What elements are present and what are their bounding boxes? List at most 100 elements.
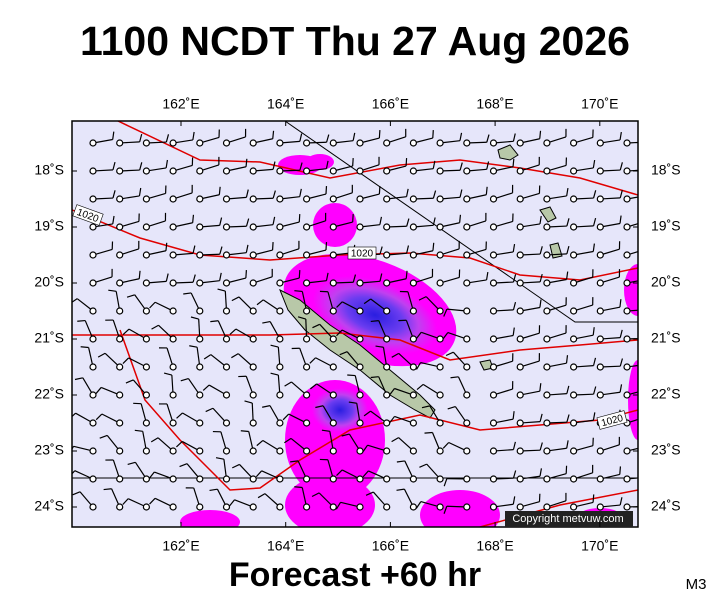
barb-station [329,475,337,483]
barb-station [276,419,284,427]
barb-staff [237,353,252,366]
barb-feather [347,374,356,377]
barb-station [116,363,124,371]
barb-station [222,503,231,511]
barb-station [516,503,524,511]
barb-station [116,251,124,259]
barb-station [409,195,417,203]
barb-staff [431,432,440,449]
barb-feather [442,332,449,340]
lon-label: 168˚E [476,538,513,554]
barb-staff [95,223,113,228]
barb-station [116,223,124,231]
barb-feather [450,376,459,379]
barb-station [89,307,97,315]
barb-station [169,223,177,231]
barb-staff [549,393,567,396]
barb-staff [122,248,139,255]
barb-feather [405,188,409,197]
barb-feather [419,463,427,468]
map-frame [71,120,639,528]
barb-staff [262,299,278,310]
barb-feather [352,214,354,223]
barb-feather [592,217,597,226]
barb-feather [298,214,301,223]
barb-station [489,503,498,511]
barb-feather [566,245,570,254]
barb-staff [282,248,300,255]
barb-station [276,447,284,455]
barb-station [116,503,124,511]
barb-station [623,195,631,203]
barb-feather [231,353,239,359]
barb-station [303,447,311,455]
barb-feather [122,357,130,364]
barb-station [222,475,231,483]
barb-station [303,279,311,287]
barb-staff [149,250,167,255]
barb-feather [97,352,106,358]
barb-station [222,391,231,399]
barb-feather [192,274,196,283]
barb-staff [426,463,439,478]
barb-feather [189,345,198,348]
barb-station [356,419,364,427]
lat-label: 23˚S [34,442,64,458]
barb-staff [549,195,567,200]
barb-station [89,195,97,203]
barb-staff [416,168,434,172]
barb-feather [256,440,264,447]
barb-staff [251,402,254,421]
barb-station [436,139,444,147]
barb-feather [592,357,597,366]
barb-staff [112,319,120,337]
lat-label: 18˚S [34,162,64,178]
barb-staff [327,291,334,309]
barb-feather [165,273,169,282]
barb-station [383,307,391,315]
barb-staff [523,306,540,312]
barb-feather [139,162,143,171]
barb-station [463,475,471,483]
barb-station [543,391,551,399]
barb-staff [425,296,439,310]
barb-station [196,139,204,147]
barb-staff [523,138,540,143]
barb-feather [592,159,596,169]
barb-station [169,335,177,343]
barb-staff [416,137,433,143]
barb-feather [192,214,195,223]
barb-station [169,419,177,427]
barb-feather [459,132,463,141]
barb-feather [415,331,422,339]
barb-feather [176,412,183,419]
barb-staff [629,447,638,451]
barb-station [596,475,604,483]
barb-station [196,475,204,483]
barb-staff [523,390,540,396]
barb-feather [315,405,324,409]
barb-station [89,475,97,483]
lon-label: 170˚E [581,96,618,112]
barb-feather [270,372,279,376]
lon-label: 162˚E [162,96,199,112]
barb-station [516,279,524,287]
barb-feather [379,273,383,282]
barb-staff [496,477,514,480]
barb-feather [112,161,116,171]
barb-feather [299,133,303,142]
barb-feather [326,134,330,143]
barb-staff [496,251,514,256]
barb-feather [415,362,422,370]
barb-feather [151,324,159,330]
barb-station [249,307,257,315]
barb-station [516,139,524,147]
barb-feather [183,292,192,295]
barb-staff [134,294,146,309]
barb-station [569,251,578,259]
barb-staff [220,431,227,449]
barb-station [463,251,471,259]
barb-feather [108,289,117,292]
barb-feather [138,187,142,197]
barb-station [436,167,444,175]
